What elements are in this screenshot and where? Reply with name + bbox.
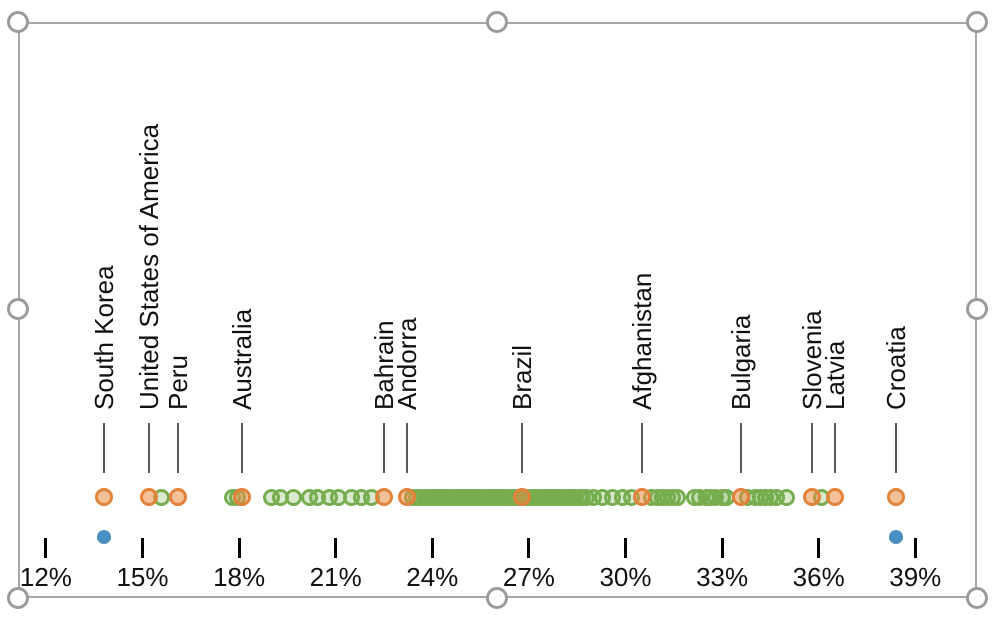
country-label-text: Peru	[162, 355, 193, 410]
label-leader-line	[147, 423, 150, 473]
scatter-dot-orange[interactable]	[825, 488, 844, 506]
axis-tick	[720, 538, 724, 558]
scatter-dot-orange[interactable]	[886, 488, 905, 506]
axis-tick-label: 18%	[213, 562, 266, 592]
label-leader-line	[176, 423, 179, 473]
selection-handle-middle-right[interactable]	[966, 298, 988, 320]
axis-tick-label: 36%	[792, 562, 845, 592]
label-leader-line	[241, 423, 244, 473]
axis-tick	[44, 538, 48, 558]
axis-tick-label: 15%	[116, 562, 169, 592]
country-label-text: Brazil	[507, 344, 538, 410]
label-leader-line	[521, 423, 524, 473]
axis-tick	[527, 538, 531, 558]
country-label-text: South Korea	[88, 265, 119, 410]
axis-tick-label: 21%	[309, 562, 362, 592]
label-leader-line	[740, 423, 743, 473]
country-label-text: Latvia	[819, 340, 850, 410]
label-leader-line	[811, 423, 814, 473]
selection-handle-top-middle[interactable]	[486, 11, 508, 33]
label-leader-line	[102, 423, 105, 473]
axis-tick-label: 12%	[19, 562, 72, 592]
selection-handle-bottom-middle[interactable]	[486, 587, 508, 609]
scatter-dot-orange[interactable]	[233, 488, 252, 506]
selection-handle-top-right[interactable]	[966, 11, 988, 33]
label-leader-line	[405, 423, 408, 473]
country-label-text: Croatia	[880, 326, 911, 410]
label-leader-line	[894, 423, 897, 473]
selection-handle-bottom-right[interactable]	[966, 587, 988, 609]
extreme-dot-blue[interactable]	[888, 530, 903, 544]
axis-tick	[334, 538, 338, 558]
label-leader-line	[833, 423, 836, 473]
selection-handle-bottom-left[interactable]	[7, 587, 29, 609]
selection-handle-middle-left[interactable]	[7, 298, 29, 320]
axis-tick	[237, 538, 241, 558]
axis-tick-label: 39%	[889, 562, 942, 592]
scatter-dot-orange[interactable]	[803, 488, 822, 506]
axis-tick-label: 30%	[599, 562, 652, 592]
scatter-dot-orange[interactable]	[375, 488, 393, 506]
axis-tick	[141, 538, 144, 558]
label-leader-line	[383, 423, 385, 473]
scatter-dot-orange[interactable]	[513, 488, 532, 506]
scatter-dot-green[interactable]	[778, 488, 795, 506]
country-label-text: Bulgaria	[726, 314, 757, 410]
axis-tick	[624, 538, 627, 558]
scatter-dot-green[interactable]	[285, 488, 303, 506]
scatter-dot-green[interactable]	[668, 488, 686, 506]
extreme-dot-blue[interactable]	[96, 530, 111, 544]
scatter-dot-orange[interactable]	[168, 488, 187, 506]
axis-tick	[913, 538, 917, 558]
axis-tick	[430, 538, 434, 558]
country-label-text: United States of America	[133, 123, 164, 410]
scatter-dot-orange[interactable]	[94, 488, 113, 506]
scatter-dot-orange[interactable]	[632, 488, 651, 506]
axis-tick-label: 27%	[502, 562, 555, 592]
scatter-dot-orange[interactable]	[139, 488, 158, 506]
scatter-dot-orange[interactable]	[397, 488, 416, 506]
selection-handle-top-left[interactable]	[7, 11, 29, 33]
country-label-text: Australia	[227, 308, 258, 410]
axis-tick-label: 24%	[406, 562, 459, 592]
country-label-text: Andorra	[391, 317, 422, 411]
axis-tick-label: 33%	[696, 562, 749, 592]
axis-tick	[817, 538, 821, 558]
label-leader-line	[640, 423, 643, 473]
country-label-text: Afghanistan	[626, 272, 657, 410]
scatter-dot-orange[interactable]	[732, 488, 751, 506]
